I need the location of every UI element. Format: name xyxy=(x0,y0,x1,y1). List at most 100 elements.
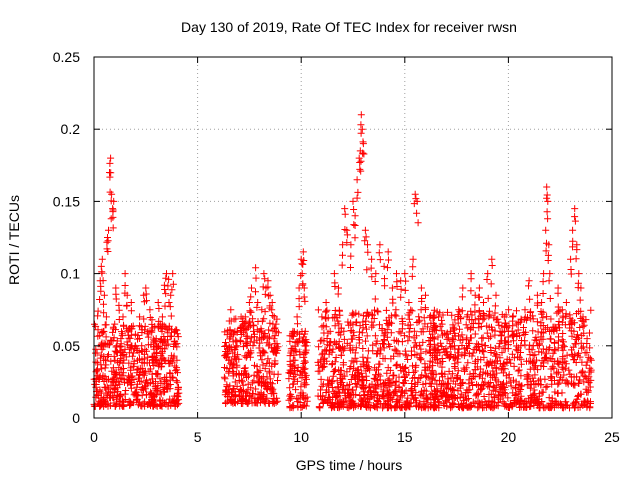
data-point-dense xyxy=(347,319,355,327)
y-axis-label: ROTI / TECUs xyxy=(6,195,22,285)
data-point-dense xyxy=(464,324,472,332)
data-point-dense xyxy=(546,344,554,352)
data-point-dense xyxy=(574,404,582,411)
data-point xyxy=(268,306,276,314)
x-tick-label: 15 xyxy=(397,429,413,445)
data-point xyxy=(583,349,591,357)
data-point-dense xyxy=(451,332,459,340)
data-point-dense xyxy=(111,369,119,377)
data-point-dense xyxy=(166,357,174,365)
data-point-dense xyxy=(415,313,423,321)
data-point-dense xyxy=(377,346,385,354)
data-point-dense xyxy=(156,375,164,383)
data-point-dense xyxy=(477,356,485,364)
data-point-dense xyxy=(409,362,416,370)
data-point-dense xyxy=(577,369,585,377)
data-point xyxy=(148,316,156,324)
data-point xyxy=(149,356,157,364)
data-point-dense xyxy=(579,402,587,409)
data-point-dense xyxy=(357,402,364,410)
data-point-dense xyxy=(510,362,518,370)
data-point xyxy=(517,342,525,350)
data-point-dense xyxy=(363,312,371,320)
data-point-dense xyxy=(391,404,399,412)
data-point-dense xyxy=(534,366,542,374)
data-point-dense xyxy=(348,386,356,394)
data-point xyxy=(367,264,375,272)
data-point-dense xyxy=(513,307,520,315)
data-point xyxy=(543,183,551,191)
data-point-dense xyxy=(294,402,302,410)
data-point-dense xyxy=(504,394,512,402)
data-point xyxy=(273,340,281,348)
data-point xyxy=(221,375,229,383)
data-point xyxy=(347,252,355,260)
data-point-dense xyxy=(544,404,552,411)
data-point-dense xyxy=(117,366,125,374)
data-point-dense xyxy=(226,335,234,343)
data-point xyxy=(230,369,238,377)
data-point-dense xyxy=(245,319,253,327)
data-point-dense xyxy=(340,335,348,343)
data-point xyxy=(475,284,483,292)
data-point xyxy=(99,277,107,285)
data-point-dense xyxy=(174,396,182,404)
data-point xyxy=(252,274,260,282)
data-point xyxy=(252,288,259,296)
data-point-dense xyxy=(380,332,388,340)
data-point xyxy=(146,328,154,336)
data-point-dense xyxy=(411,339,419,347)
data-point-dense xyxy=(296,330,303,338)
data-point-dense xyxy=(371,389,379,396)
data-point-dense xyxy=(324,380,332,388)
data-point-dense xyxy=(411,367,419,375)
data-point xyxy=(380,262,388,270)
data-point-dense xyxy=(514,353,521,361)
data-point xyxy=(363,266,371,274)
data-point-dense xyxy=(530,358,538,366)
data-point xyxy=(471,301,479,309)
data-point xyxy=(298,260,306,268)
data-point-dense xyxy=(132,388,140,396)
data-point-dense xyxy=(450,400,458,408)
data-point-dense xyxy=(254,394,262,402)
data-point-dense xyxy=(233,382,241,390)
data-point-dense xyxy=(265,367,273,375)
data-point-dense xyxy=(420,314,428,322)
data-point xyxy=(165,275,173,283)
data-point xyxy=(174,369,181,377)
data-point xyxy=(293,313,301,321)
data-point-dense xyxy=(166,369,174,377)
data-point-dense xyxy=(570,356,578,364)
data-point-dense xyxy=(362,321,370,328)
data-point-dense xyxy=(583,358,591,366)
data-point xyxy=(289,344,297,352)
data-point-dense xyxy=(171,402,179,410)
data-point-dense xyxy=(543,382,551,390)
data-point-dense xyxy=(402,363,410,371)
data-point xyxy=(539,278,547,286)
data-point-dense xyxy=(255,379,263,387)
data-point-dense xyxy=(226,326,234,334)
data-point xyxy=(104,237,112,245)
data-point-dense xyxy=(350,358,358,366)
data-point xyxy=(341,210,349,218)
data-point-dense xyxy=(364,354,372,362)
data-point-dense xyxy=(427,382,435,390)
data-point-dense xyxy=(539,345,547,353)
data-point-dense xyxy=(575,376,583,384)
data-point-dense xyxy=(559,341,567,349)
data-point xyxy=(233,363,241,371)
data-point xyxy=(247,293,255,301)
data-point-dense xyxy=(314,306,322,314)
data-point-dense xyxy=(584,397,591,405)
data-point-dense xyxy=(473,381,481,388)
data-point xyxy=(94,365,101,373)
data-point xyxy=(105,226,112,234)
data-point-dense xyxy=(359,384,367,392)
data-point-dense xyxy=(580,378,588,386)
data-point xyxy=(529,359,537,367)
data-point-dense xyxy=(96,354,104,362)
data-point-dense xyxy=(487,333,495,341)
data-point xyxy=(152,343,160,351)
